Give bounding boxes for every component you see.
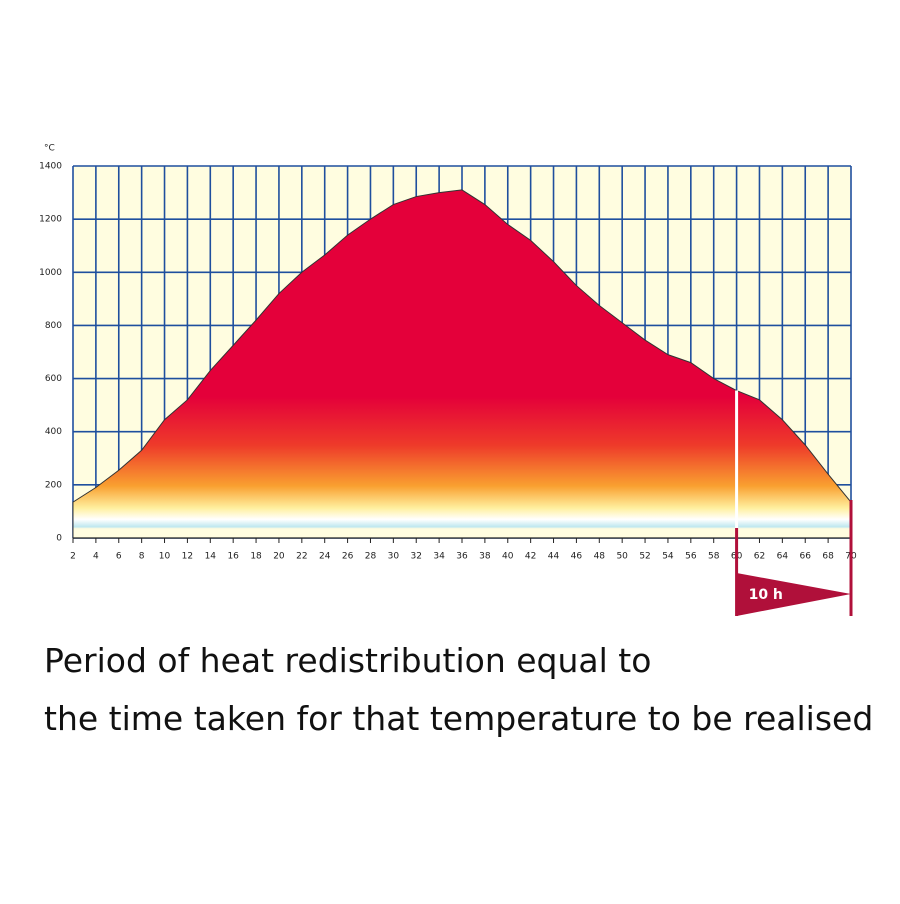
x-tick-label: 48 (594, 552, 606, 562)
x-tick-label: 28 (365, 552, 377, 562)
x-tick-label: 34 (433, 552, 445, 562)
x-tick-label: 54 (662, 552, 674, 562)
x-tick-label: 46 (571, 552, 583, 562)
x-tick-label: 2 (70, 552, 76, 562)
x-tick-label: 52 (639, 552, 650, 562)
x-tick-label: 56 (685, 552, 697, 562)
x-tick-label: 42 (525, 552, 536, 562)
annotation-flag (736, 573, 851, 616)
x-tick-label: 14 (205, 552, 217, 562)
x-tick-label: 32 (411, 552, 422, 562)
x-tick-label: 26 (342, 552, 354, 562)
y-tick-label: 600 (45, 374, 62, 384)
x-tick-label: 68 (822, 552, 834, 562)
x-tick-label: 8 (139, 552, 145, 562)
x-tick-label: 12 (182, 552, 193, 562)
y-axis-unit: °C (44, 144, 55, 154)
x-tick-label: 4 (93, 552, 99, 562)
x-tick-label: 16 (227, 552, 239, 562)
y-tick-label: 1000 (39, 268, 62, 278)
x-tick-label: 6 (116, 552, 122, 562)
y-tick-label: 1400 (39, 162, 62, 172)
y-tick-label: 800 (45, 321, 62, 331)
x-tick-label: 40 (502, 552, 514, 562)
y-tick-label: 400 (45, 427, 62, 437)
y-tick-label: 1200 (39, 215, 62, 225)
x-tick-label: 24 (319, 552, 331, 562)
x-tick-label: 18 (250, 552, 262, 562)
x-tick-label: 44 (548, 552, 560, 562)
x-tick-label: 10 (159, 552, 171, 562)
caption-line: the time taken for that temperature to b… (44, 699, 873, 738)
x-tick-label: 38 (479, 552, 491, 562)
x-tick-label: 58 (708, 552, 720, 562)
caption-line: Period of heat redistribution equal to (44, 641, 651, 680)
x-tick-label: 22 (296, 552, 307, 562)
x-tick-label: 62 (754, 552, 765, 562)
x-tick-label: 36 (456, 552, 468, 562)
area (72, 189, 852, 539)
x-tick-label: 30 (388, 552, 400, 562)
x-tick-label: 66 (800, 552, 812, 562)
x-tick-label: 50 (616, 552, 628, 562)
y-tick-label: 200 (45, 480, 62, 490)
annotation-label: 10 h (749, 587, 783, 603)
y-tick-label: 0 (56, 534, 62, 544)
x-tick-label: 64 (777, 552, 789, 562)
x-tick-label: 20 (273, 552, 285, 562)
